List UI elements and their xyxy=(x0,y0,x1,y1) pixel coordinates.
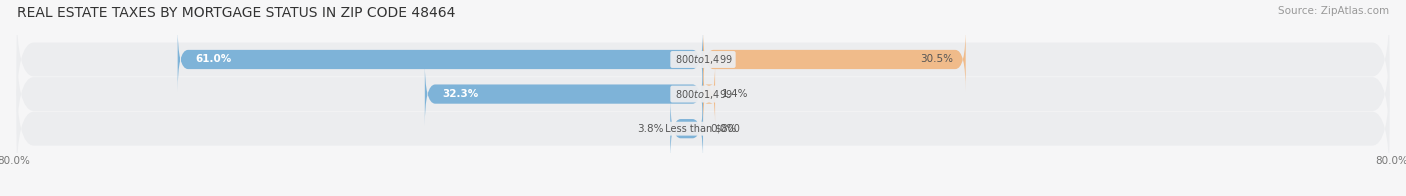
Text: Source: ZipAtlas.com: Source: ZipAtlas.com xyxy=(1278,6,1389,16)
FancyBboxPatch shape xyxy=(671,97,703,161)
Text: 0.0%: 0.0% xyxy=(710,124,737,134)
FancyBboxPatch shape xyxy=(17,7,1389,112)
FancyBboxPatch shape xyxy=(425,62,703,126)
Text: 3.8%: 3.8% xyxy=(637,124,664,134)
Text: Less than $800: Less than $800 xyxy=(662,124,744,134)
FancyBboxPatch shape xyxy=(703,62,716,126)
Text: 30.5%: 30.5% xyxy=(920,54,953,64)
FancyBboxPatch shape xyxy=(17,76,1389,181)
Text: $800 to $1,499: $800 to $1,499 xyxy=(672,88,734,101)
Text: 1.4%: 1.4% xyxy=(721,89,748,99)
FancyBboxPatch shape xyxy=(17,42,1389,146)
Text: 61.0%: 61.0% xyxy=(195,54,231,64)
Text: 32.3%: 32.3% xyxy=(441,89,478,99)
Legend: Without Mortgage, With Mortgage: Without Mortgage, With Mortgage xyxy=(582,193,824,196)
FancyBboxPatch shape xyxy=(703,28,966,91)
Text: REAL ESTATE TAXES BY MORTGAGE STATUS IN ZIP CODE 48464: REAL ESTATE TAXES BY MORTGAGE STATUS IN … xyxy=(17,6,456,20)
Text: $800 to $1,499: $800 to $1,499 xyxy=(672,53,734,66)
FancyBboxPatch shape xyxy=(177,28,703,91)
